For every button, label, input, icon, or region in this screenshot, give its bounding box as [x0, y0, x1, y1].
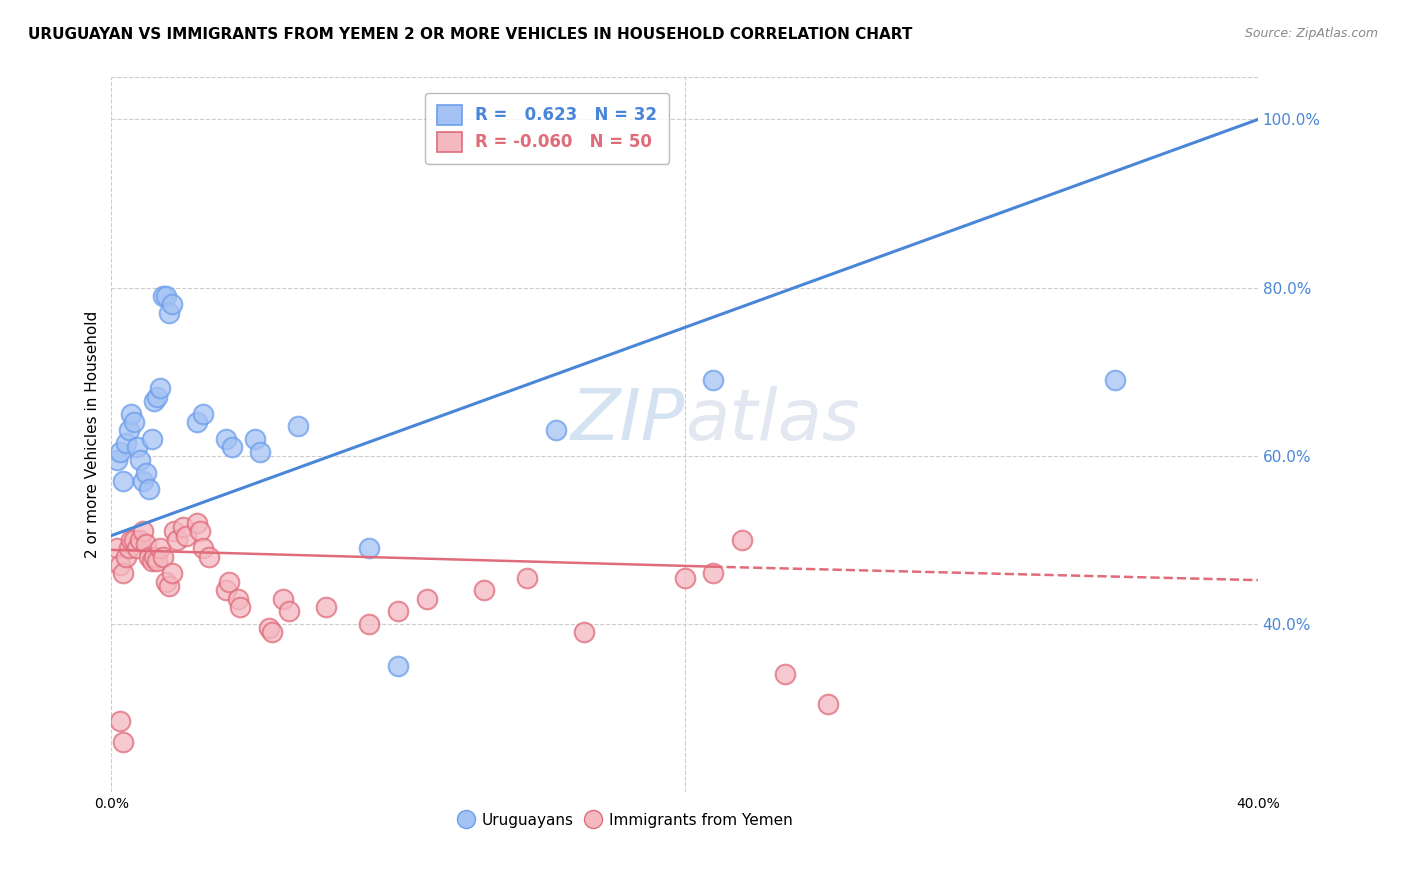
Point — [702, 373, 724, 387]
Point — [215, 583, 238, 598]
Point — [157, 306, 180, 320]
Point — [132, 524, 155, 539]
Point — [111, 734, 134, 748]
Point — [773, 667, 796, 681]
Point — [229, 600, 252, 615]
Point — [257, 621, 280, 635]
Point — [117, 424, 139, 438]
Point — [188, 524, 211, 539]
Point — [186, 516, 208, 530]
Point — [108, 714, 131, 728]
Point — [516, 571, 538, 585]
Text: atlas: atlas — [685, 386, 859, 455]
Point — [226, 591, 249, 606]
Point — [387, 658, 409, 673]
Point — [198, 549, 221, 564]
Point — [108, 558, 131, 572]
Point — [191, 541, 214, 556]
Point — [218, 574, 240, 589]
Point — [574, 625, 596, 640]
Point — [143, 394, 166, 409]
Point — [141, 432, 163, 446]
Point — [1104, 373, 1126, 387]
Point — [731, 533, 754, 547]
Point — [472, 583, 495, 598]
Point — [124, 415, 146, 429]
Point — [129, 533, 152, 547]
Point — [143, 549, 166, 564]
Point — [146, 390, 169, 404]
Point — [127, 440, 149, 454]
Point — [149, 382, 172, 396]
Point — [166, 533, 188, 547]
Point — [163, 524, 186, 539]
Text: ZIP: ZIP — [571, 386, 685, 455]
Point — [124, 533, 146, 547]
Point — [138, 483, 160, 497]
Point — [359, 541, 381, 556]
Point — [160, 566, 183, 581]
Point — [221, 440, 243, 454]
Point — [702, 566, 724, 581]
Point — [287, 419, 309, 434]
Point — [135, 537, 157, 551]
Point — [135, 466, 157, 480]
Point — [215, 432, 238, 446]
Point — [108, 444, 131, 458]
Point — [141, 554, 163, 568]
Point — [359, 616, 381, 631]
Point — [121, 533, 143, 547]
Point — [415, 591, 437, 606]
Point — [260, 625, 283, 640]
Point — [114, 436, 136, 450]
Point — [544, 424, 567, 438]
Point — [111, 566, 134, 581]
Y-axis label: 2 or more Vehicles in Household: 2 or more Vehicles in Household — [86, 311, 100, 558]
Point — [817, 697, 839, 711]
Point — [127, 541, 149, 556]
Point — [155, 574, 177, 589]
Point — [673, 571, 696, 585]
Point — [138, 549, 160, 564]
Point — [152, 289, 174, 303]
Point — [155, 289, 177, 303]
Point — [191, 407, 214, 421]
Point — [121, 407, 143, 421]
Point — [114, 549, 136, 564]
Point — [160, 297, 183, 311]
Point — [129, 453, 152, 467]
Point — [273, 591, 295, 606]
Point — [186, 415, 208, 429]
Point — [157, 579, 180, 593]
Point — [111, 474, 134, 488]
Point — [105, 541, 128, 556]
Point — [172, 520, 194, 534]
Point — [149, 541, 172, 556]
Point — [105, 453, 128, 467]
Point — [152, 549, 174, 564]
Legend: Uruguayans, Immigrants from Yemen: Uruguayans, Immigrants from Yemen — [456, 807, 799, 834]
Point — [315, 600, 337, 615]
Point — [146, 554, 169, 568]
Text: Source: ZipAtlas.com: Source: ZipAtlas.com — [1244, 27, 1378, 40]
Text: URUGUAYAN VS IMMIGRANTS FROM YEMEN 2 OR MORE VEHICLES IN HOUSEHOLD CORRELATION C: URUGUAYAN VS IMMIGRANTS FROM YEMEN 2 OR … — [28, 27, 912, 42]
Point — [174, 528, 197, 542]
Point — [132, 474, 155, 488]
Point — [117, 541, 139, 556]
Point — [249, 444, 271, 458]
Point — [387, 604, 409, 618]
Point — [243, 432, 266, 446]
Point — [278, 604, 301, 618]
